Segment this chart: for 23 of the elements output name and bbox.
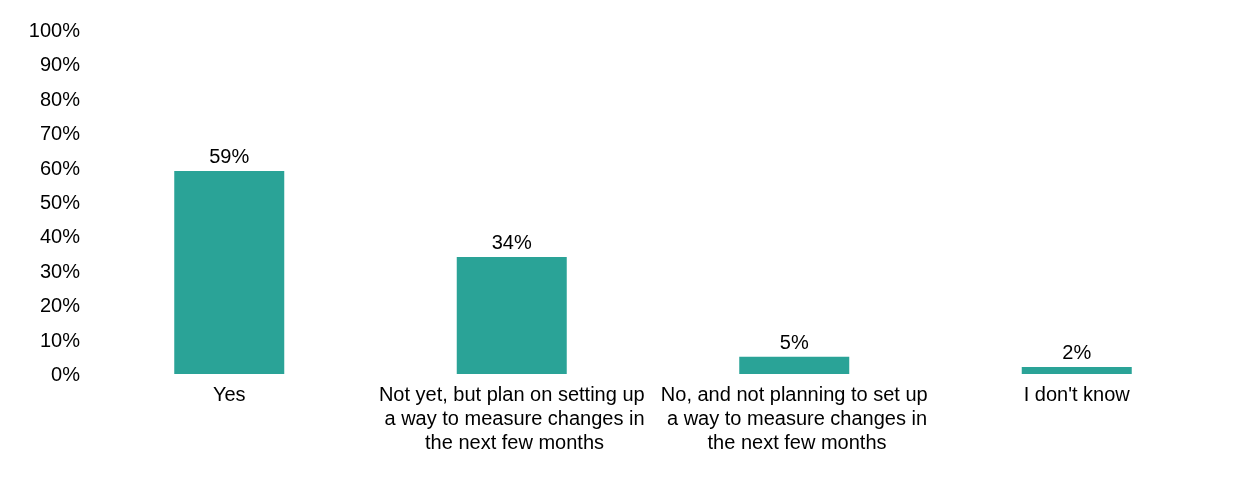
y-tick-label: 70% [39,122,81,145]
y-tick-label: 20% [39,294,81,317]
bar [1021,367,1132,374]
x-tick-label: No, and not planning to set up a way to measure changes in the next few months [660,383,928,453]
data-label: 34% [491,231,532,254]
data-label: 59% [209,145,250,168]
y-tick-label: 10% [39,328,81,351]
y-tick-label: 40% [39,225,81,248]
x-tick-label: Not yet, but plan on setting up a way to measure changes in the next few months [378,383,645,453]
data-label: 5% [779,330,809,353]
y-tick-label: 80% [39,87,81,110]
x-tick-label: I don't know [1023,383,1131,405]
x-tick-label: Yes [212,383,246,405]
y-tick-label: 60% [39,156,81,179]
y-tick-label: 0% [51,363,81,385]
y-tick-label: 30% [39,259,81,282]
bar [739,356,850,374]
bar [456,257,567,374]
data-label: 2% [1062,341,1092,364]
bar [174,171,285,374]
y-tick-label: 100% [28,19,81,41]
y-tick-label: 50% [39,191,81,213]
y-tick-label: 90% [39,53,81,76]
